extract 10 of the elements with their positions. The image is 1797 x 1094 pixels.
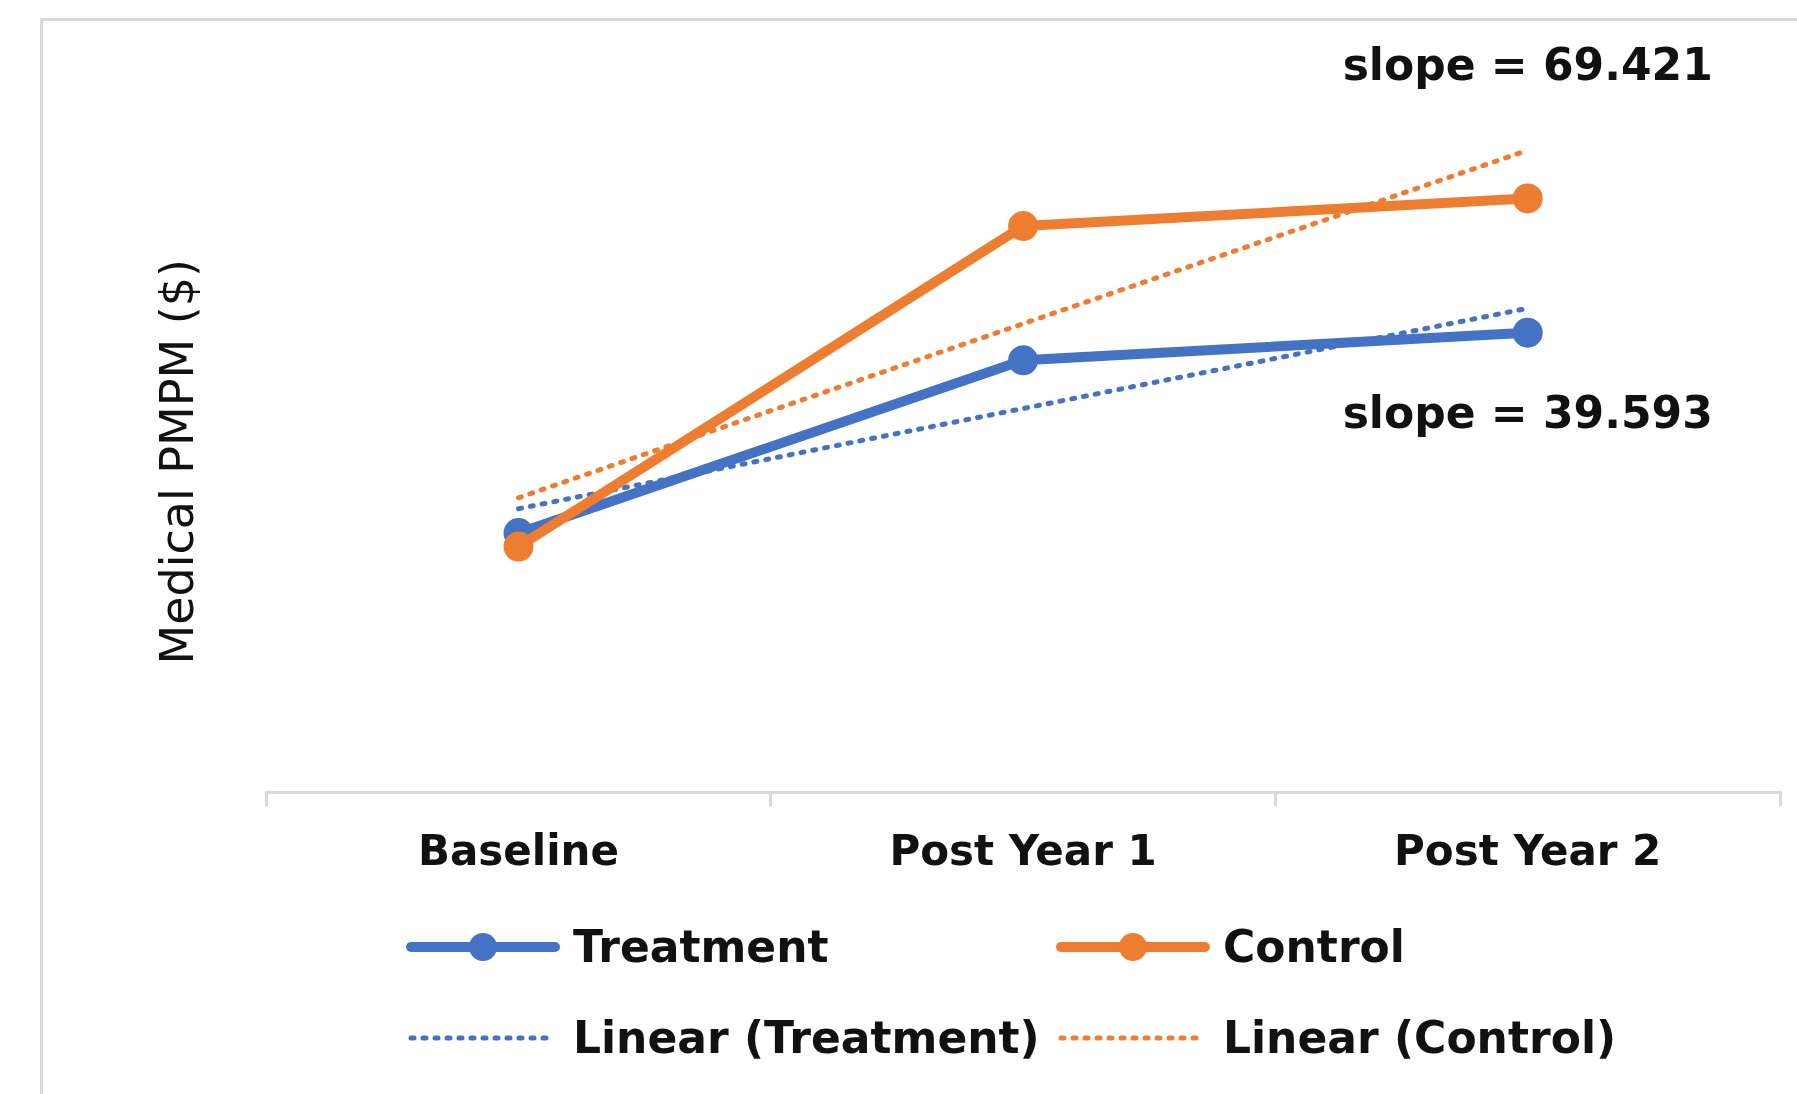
- y-axis-title: Medical PMPM ($): [149, 259, 204, 665]
- legend-label: Control: [1223, 921, 1405, 972]
- legend-label: Treatment: [573, 921, 829, 972]
- x-tick-label: Post Year 1: [889, 825, 1157, 875]
- annotation: slope = 69.421: [1342, 39, 1713, 91]
- annotation: slope = 39.593: [1342, 386, 1713, 438]
- x-tick-label: Baseline: [417, 825, 620, 875]
- x-tick-label: Post Year 2: [1394, 825, 1662, 875]
- legend-label: Linear (Control): [1223, 1012, 1617, 1063]
- legend-label: Linear (Treatment): [573, 1012, 1040, 1063]
